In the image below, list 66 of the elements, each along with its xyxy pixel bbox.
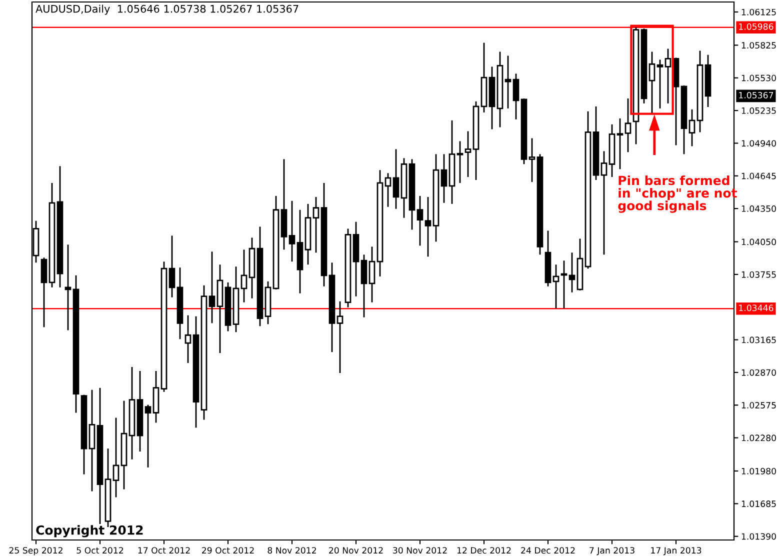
candlestick [392,148,400,210]
x-tick-label: 25 Sep 2012 [9,547,62,556]
candlestick [384,172,392,208]
candlestick [648,51,656,115]
x-tick-label: 20 Nov 2012 [329,547,383,554]
candlestick [456,140,464,184]
candlestick [560,260,568,310]
candlestick [184,314,192,364]
text: 1.05367 [739,92,774,98]
candlestick [616,118,624,170]
candlestick [208,250,216,324]
candlestick [416,195,424,246]
y-tick-label: 1.01980 [742,468,776,474]
candlestick [624,98,632,153]
candlestick [288,200,296,262]
candlestick [240,248,248,304]
y-tick-label: 1.01390 [742,533,776,540]
x-tick-label: 8 Nov 2012 [268,547,316,554]
ref-line-label: 1.05986 [739,23,774,30]
candlestick [656,59,664,110]
candlestick [440,153,448,204]
candlestick [112,417,120,498]
candlestick [336,300,344,374]
y-tick-label: 1.04940 [742,140,776,147]
x-tick-label: 5 Oct 2012 [76,547,124,554]
y-tick-label: 1.05825 [742,42,776,49]
candlestick [464,130,472,178]
candlestick [568,252,576,294]
candlestick [552,264,560,310]
x-tick-label: 17 Jan 2013 [651,547,702,556]
candlestick [168,234,176,298]
candlestick [88,389,96,492]
x-tick-label: 24 Dec 2012 [521,547,575,554]
ref-line-label: 1.03446 [739,304,774,312]
x-tick-label: 29 Oct 2012 [202,547,254,554]
y-tick-label: 1.05235 [742,107,776,114]
candlestick [64,244,72,331]
annotation: Copyright 2012 [36,525,143,538]
candlestick [424,196,432,258]
candlestick [144,404,152,468]
y-tick-label: 1.03755 [742,271,776,278]
y-tick-label: 1.06125 [742,8,776,16]
y-tick-label: 1.03165 [742,336,776,344]
candlestick [528,138,536,183]
y-tick-label: 1.02575 [742,402,776,409]
candlestick [512,72,520,120]
y-tick-label: 1.04645 [742,172,776,180]
candlestick [688,108,696,147]
y-tick-label: 1.02280 [742,434,776,442]
candlestick [664,48,672,104]
y-tick-label: 1.04350 [742,205,776,212]
candlestick [312,196,320,254]
y-tick-label: 1.02870 [742,369,776,376]
x-tick-label: 17 Oct 2012 [138,547,190,554]
candlestick [360,254,368,318]
y-tick-label: 1.05530 [742,74,776,82]
candlestick [600,150,608,256]
candlestick [368,246,376,304]
x-tick-label: 7 Jan 2013 [590,547,634,556]
candlestick [40,256,48,328]
y-tick-label: 1.04050 [742,238,776,246]
x-tick-label: 30 Nov 2012 [393,547,447,554]
chart-title: AUDUSD,Daily 1.05646 1.05738 1.05267 1.05367 [36,4,298,15]
x-tick-label: 12 Dec 2012 [457,547,511,554]
y-tick-label: 1.01685 [742,500,776,508]
candlestick [504,55,512,110]
